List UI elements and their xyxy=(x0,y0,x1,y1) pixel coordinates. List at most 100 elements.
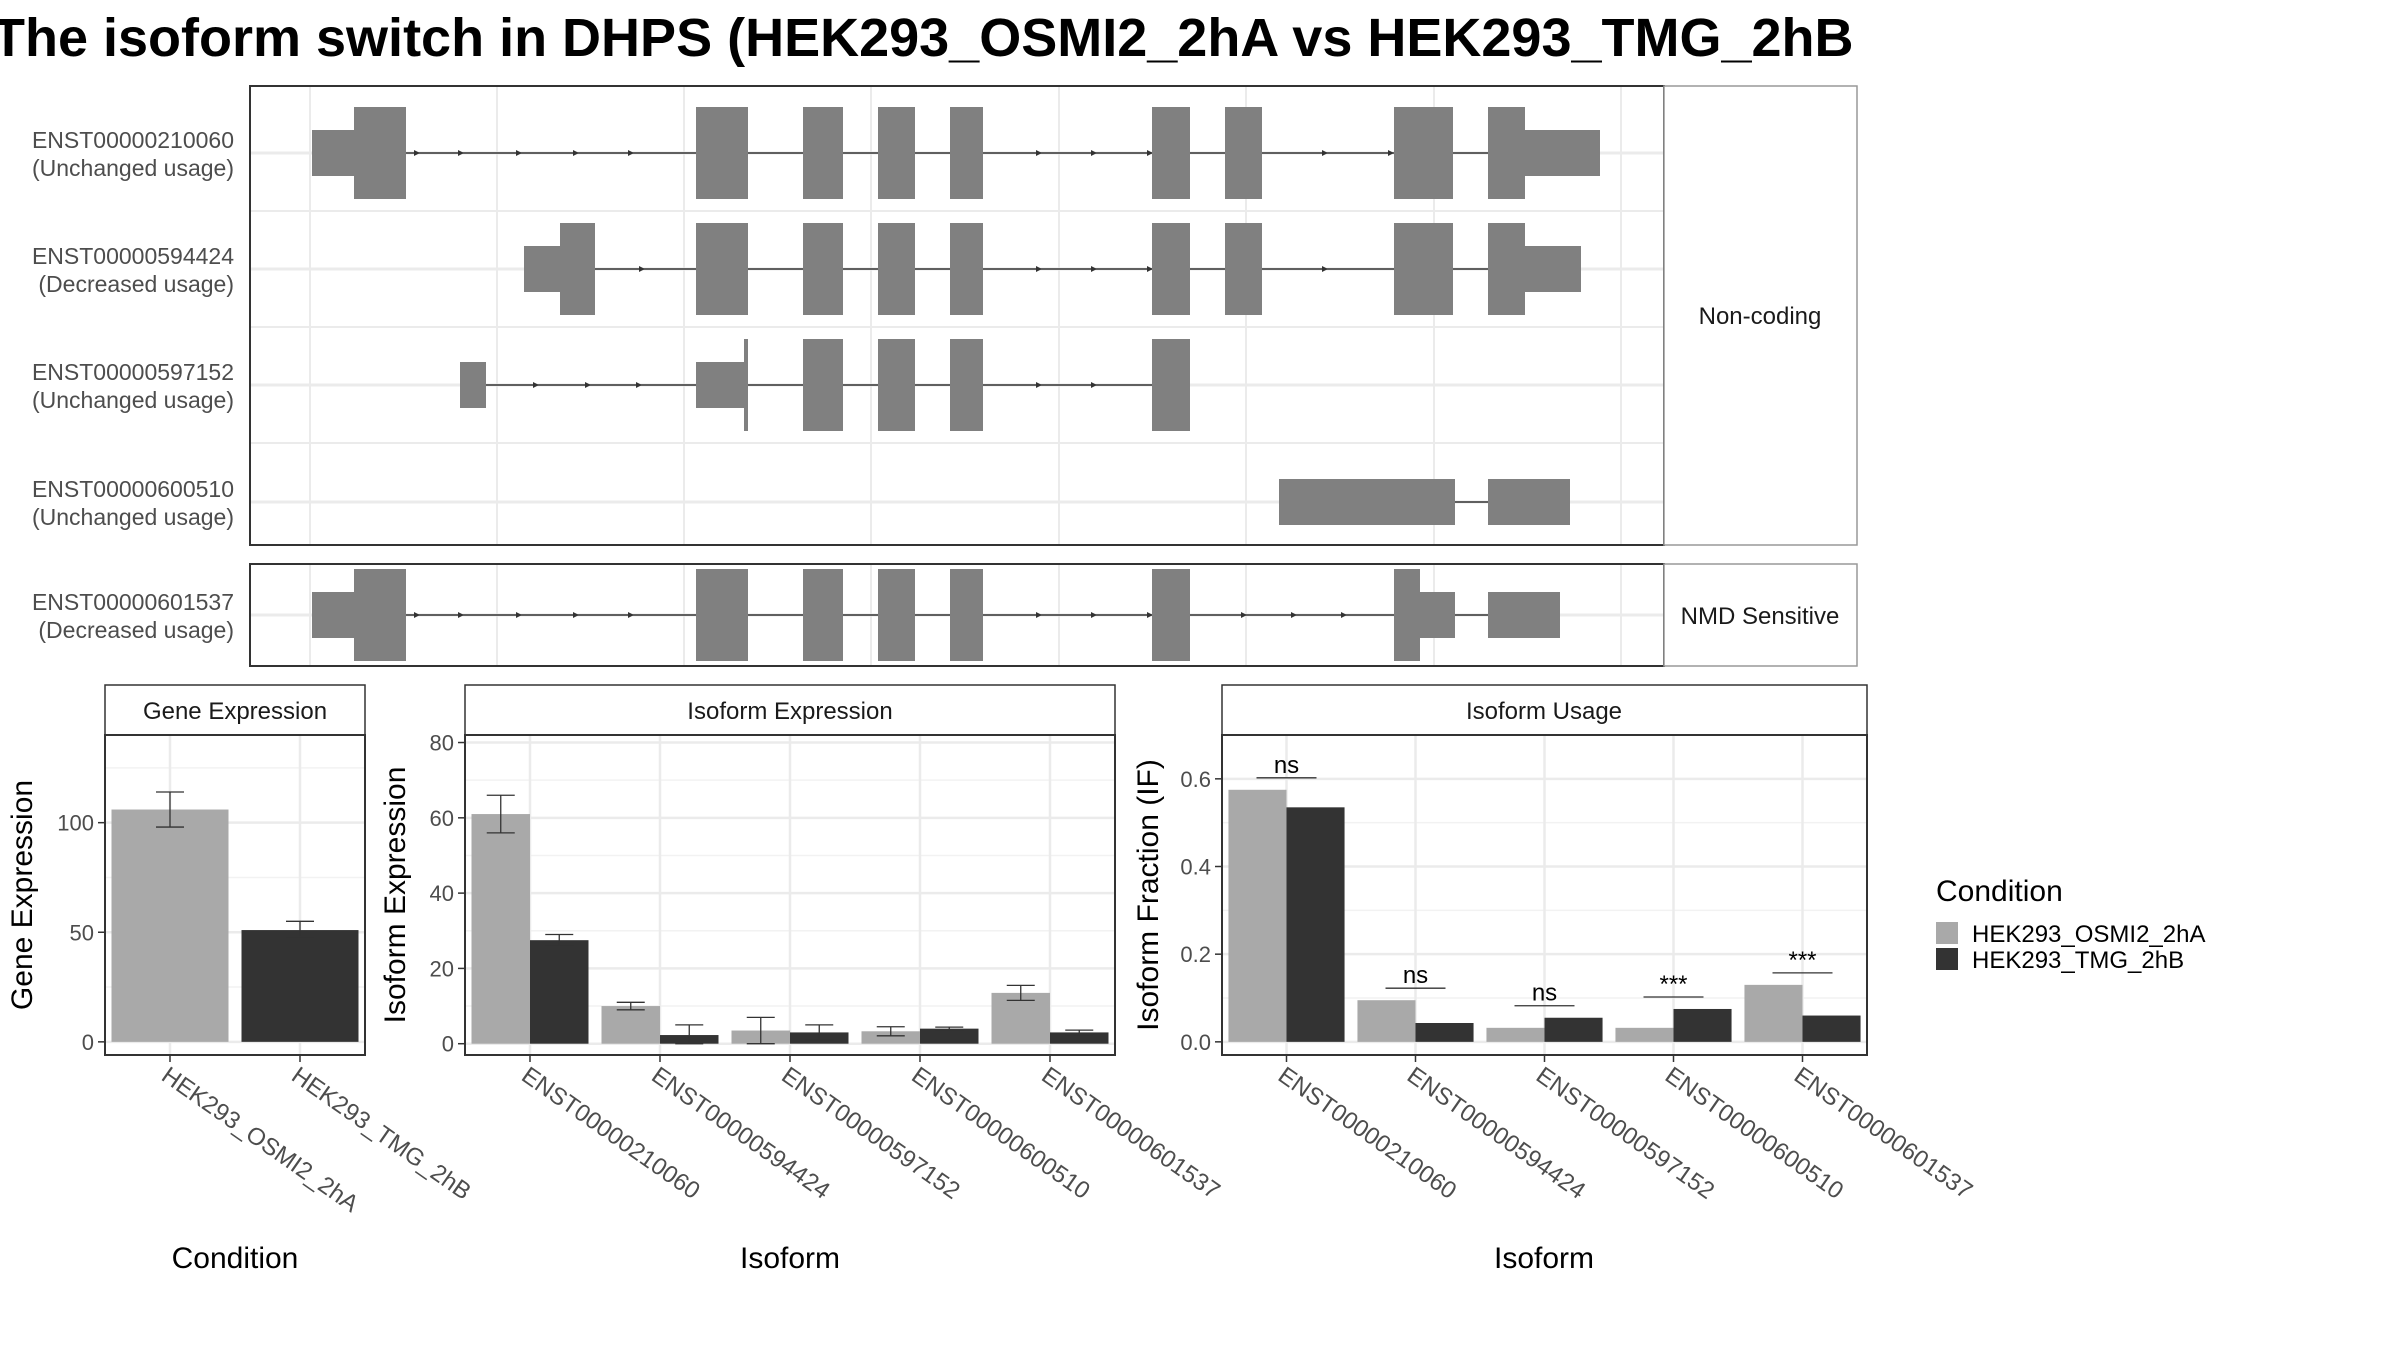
noncoding-exon xyxy=(1488,592,1560,638)
bar xyxy=(920,1028,979,1044)
transcript-enst00000594424 xyxy=(524,223,1581,315)
iso-usage-panel-border xyxy=(1221,734,1868,1056)
noncoding-exon xyxy=(1488,479,1570,525)
row-label-id: ENST00000600510 xyxy=(32,476,234,502)
row-label-id: ENST00000594424 xyxy=(32,243,234,269)
direction-arrow xyxy=(1322,150,1328,156)
gene-panel-border xyxy=(104,734,366,1056)
significance-label: *** xyxy=(1659,971,1687,998)
direction-arrow xyxy=(414,150,420,156)
transcript-enst00000597152 xyxy=(460,339,1190,431)
coding-exon xyxy=(803,223,843,315)
row-label-usage: (Decreased usage) xyxy=(38,271,234,297)
significance-label: ns xyxy=(1403,962,1428,989)
direction-arrow xyxy=(1147,612,1153,618)
bar xyxy=(1357,1000,1416,1042)
coding-exon xyxy=(696,107,748,199)
direction-arrow xyxy=(628,612,634,618)
direction-arrow xyxy=(516,612,522,618)
row-label-id: ENST00000210060 xyxy=(32,127,234,153)
isoform-usage-plot: 0.00.20.40.6nsENST00000210060nsENST00000… xyxy=(1180,735,1977,1205)
bar xyxy=(1615,1027,1674,1042)
bar xyxy=(1286,807,1345,1042)
noncoding-exon xyxy=(1525,130,1600,176)
bar xyxy=(991,992,1050,1044)
noncoding-exon xyxy=(524,246,560,292)
condition-legend: Condition HEK293_OSMI2_2hA HEK293_TMG_2h… xyxy=(1936,875,2205,974)
noncoding-exon xyxy=(1525,246,1581,292)
bar xyxy=(1050,1032,1109,1044)
direction-arrow xyxy=(1036,150,1042,156)
gene-y-axis-title: Gene Expression xyxy=(6,780,39,1010)
cds-boundary-mark xyxy=(744,339,748,431)
significance-label: ns xyxy=(1532,980,1557,1007)
coding-exon xyxy=(950,339,983,431)
coding-exon xyxy=(950,223,983,315)
y-tick-label: 100 xyxy=(57,811,94,836)
bar xyxy=(861,1031,920,1044)
direction-arrow xyxy=(414,612,420,618)
noncoding-exon xyxy=(312,130,354,176)
bar xyxy=(1802,1015,1861,1042)
coding-exon xyxy=(1225,223,1262,315)
row-label-id: ENST00000597152 xyxy=(32,359,234,385)
bar xyxy=(111,809,229,1042)
iso-expr-panel-border xyxy=(464,734,1116,1056)
legend-key-tmg xyxy=(1936,948,1958,970)
direction-arrow xyxy=(1147,266,1153,272)
coding-exon xyxy=(1152,107,1190,199)
direction-arrow xyxy=(533,382,539,388)
direction-arrow xyxy=(1322,266,1328,272)
noncoding-exon xyxy=(1279,479,1455,525)
bars xyxy=(111,791,359,1042)
coding-exon xyxy=(1225,107,1262,199)
direction-arrow xyxy=(639,266,645,272)
structure-facet-nmd: NMD Sensitive xyxy=(249,563,1858,667)
iso-expr-x-axis-title: Isoform xyxy=(740,1242,840,1275)
direction-arrow xyxy=(1091,612,1097,618)
iso-expr-strip-label: Isoform Expression xyxy=(687,698,892,725)
coding-exon xyxy=(803,107,843,199)
isoform-usage-panel: Isoform Usage 0.00.20.40.6nsENST00000210… xyxy=(1132,684,1977,1275)
noncoding-exon xyxy=(460,362,486,408)
noncoding-exon xyxy=(696,362,746,408)
coding-exon xyxy=(803,569,843,661)
noncoding-exon xyxy=(312,592,354,638)
direction-arrow xyxy=(458,612,464,618)
iso-usage-x-axis-title: Isoform xyxy=(1494,1242,1594,1275)
y-tick-label: 0.4 xyxy=(1180,855,1211,880)
direction-arrow xyxy=(1091,382,1097,388)
coding-exon xyxy=(1488,107,1525,199)
coding-exon xyxy=(354,569,406,661)
strip-noncoding xyxy=(1663,85,1858,546)
direction-arrow xyxy=(573,150,579,156)
isoform-expression-panel: Isoform Expression 020406080ENST00000210… xyxy=(379,684,1225,1275)
coding-exon xyxy=(1394,107,1453,199)
coding-exon xyxy=(878,339,915,431)
direction-arrow xyxy=(1241,612,1247,618)
direction-arrow xyxy=(1147,150,1153,156)
row-label-usage: (Unchanged usage) xyxy=(32,504,234,530)
y-tick-label: 40 xyxy=(430,881,454,906)
iso-usage-strip-label: Isoform Usage xyxy=(1466,698,1622,725)
coding-exon xyxy=(1152,569,1190,661)
iso-expr-y-axis-title: Isoform Expression xyxy=(379,767,412,1024)
bars xyxy=(471,794,1109,1045)
coding-exon xyxy=(803,339,843,431)
direction-arrow xyxy=(1036,266,1042,272)
bar xyxy=(1228,789,1287,1042)
direction-arrow xyxy=(1036,612,1042,618)
coding-exon xyxy=(696,569,748,661)
coding-exon xyxy=(1394,223,1453,315)
significance-label: ns xyxy=(1274,752,1299,779)
gene-x-axis-title: Condition xyxy=(172,1242,299,1275)
y-tick-label: 0.2 xyxy=(1180,942,1211,967)
direction-arrow xyxy=(1291,612,1297,618)
direction-arrow xyxy=(1036,382,1042,388)
coding-exon xyxy=(878,107,915,199)
legend-label-tmg: HEK293_TMG_2hB xyxy=(1972,947,2184,974)
coding-exon xyxy=(950,107,983,199)
y-tick-label: 50 xyxy=(70,920,94,945)
direction-arrow xyxy=(585,382,591,388)
